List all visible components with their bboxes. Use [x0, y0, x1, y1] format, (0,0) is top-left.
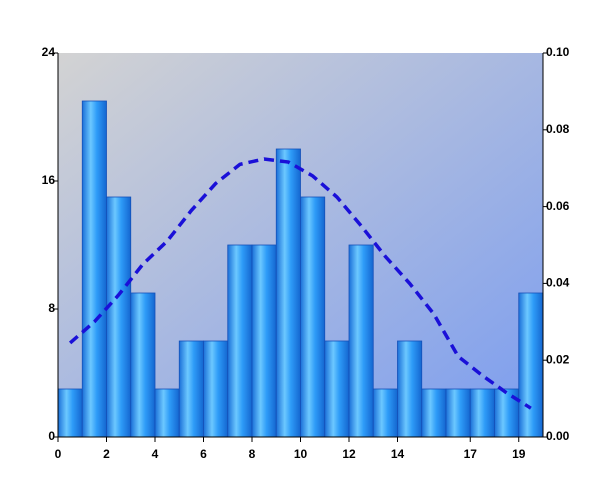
y2-tick-label: 0.10	[546, 45, 570, 59]
y2-tick-label: 0.04	[546, 276, 570, 290]
bar	[203, 340, 229, 438]
bar	[324, 340, 350, 438]
x-tick-label: 0	[55, 447, 62, 461]
bar	[421, 388, 447, 438]
y-tick-label: 16	[42, 173, 56, 187]
x-tick-label: 6	[200, 447, 207, 461]
bar	[275, 148, 301, 438]
bar	[251, 244, 277, 438]
density-line	[68, 157, 532, 410]
bar	[130, 292, 156, 438]
y-tick-label: 0	[48, 429, 55, 443]
bar	[397, 340, 423, 438]
y2-tick-label: 0.02	[546, 352, 570, 366]
bar	[178, 340, 204, 438]
bar	[57, 388, 83, 438]
bar	[106, 196, 132, 438]
x-tick-label: 4	[152, 447, 159, 461]
x-tick-label: 2	[103, 447, 110, 461]
bar	[518, 292, 544, 438]
y-tick-label: 8	[48, 301, 55, 315]
x-tick-label: 14	[391, 447, 405, 461]
bar	[81, 100, 107, 438]
bar	[348, 244, 374, 438]
bar	[469, 388, 495, 438]
x-tick-label: 10	[294, 447, 308, 461]
y2-tick-label: 0.06	[546, 199, 570, 213]
bar	[445, 388, 471, 438]
bar	[372, 388, 398, 438]
y-tick-label: 24	[42, 45, 56, 59]
x-tick-label: 19	[512, 447, 526, 461]
y2-tick-label: 0.00	[546, 429, 570, 443]
x-tick-label: 12	[342, 447, 356, 461]
x-tick-label: 8	[249, 447, 256, 461]
bar	[300, 196, 326, 438]
bar	[227, 244, 253, 438]
bar	[154, 388, 180, 438]
y2-tick-label: 0.08	[546, 122, 570, 136]
x-tick-label: 17	[464, 447, 478, 461]
